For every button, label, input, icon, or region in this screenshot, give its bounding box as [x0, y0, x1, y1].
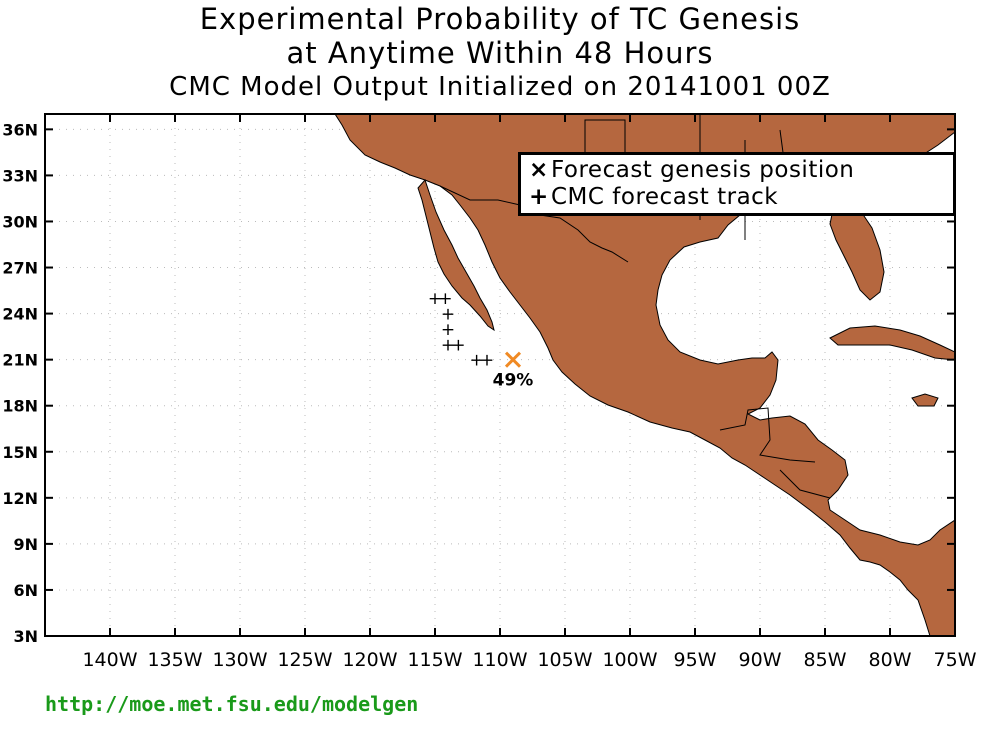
track-point: +: [469, 351, 483, 371]
land-baja-california: [417, 179, 495, 332]
lon-tick-label: 115W: [407, 649, 462, 671]
lat-tick-label: 36N: [2, 120, 38, 139]
lat-tick-label: 6N: [13, 581, 38, 600]
legend-row-track: +CMC forecast track: [529, 184, 778, 210]
genesis-marker: 49%: [493, 351, 534, 391]
land-mainland: [334, 114, 955, 636]
legend-track-label: CMC forecast track: [551, 184, 779, 210]
track-point: +: [441, 320, 455, 340]
lon-tick-label: 95W: [674, 649, 717, 671]
legend-genesis-symbol: ×: [529, 157, 549, 183]
track-point: +: [441, 335, 455, 355]
lon-tick-label: 75W: [934, 649, 977, 671]
title-line-3: CMC Model Output Initialized on 20141001…: [169, 72, 831, 102]
track-point: +: [441, 305, 455, 325]
title-line-2: at Anytime Within 48 Hours: [286, 36, 714, 70]
legend-row-genesis: ×Forecast genesis position: [529, 157, 854, 183]
title-line-1: Experimental Probability of TC Genesis: [199, 2, 801, 36]
lat-tick-label: 15N: [2, 443, 38, 462]
lat-tick-label: 12N: [2, 489, 38, 508]
lon-tick-label: 80W: [869, 649, 912, 671]
legend-genesis-label: Forecast genesis position: [551, 157, 855, 183]
lon-tick-label: 125W: [277, 649, 332, 671]
lat-tick-label: 18N: [2, 397, 38, 416]
legend: ×Forecast genesis position +CMC forecast…: [518, 152, 956, 216]
genesis-x: [504, 351, 522, 368]
lat-tick-label: 33N: [2, 166, 38, 185]
track-point: +: [438, 289, 452, 309]
lat-tick-label: 9N: [13, 535, 38, 554]
lon-tick-label: 100W: [602, 649, 657, 671]
lat-tick-label: 21N: [2, 351, 38, 370]
source-url[interactable]: http://moe.met.fsu.edu/modelgen: [45, 692, 419, 716]
lon-tick-label: 105W: [537, 649, 592, 671]
lon-tick-label: 85W: [804, 649, 847, 671]
border-central-america: [719, 407, 831, 499]
genesis-probability-label: 49%: [493, 371, 534, 391]
lon-tick-label: 140W: [82, 649, 137, 671]
land-cuba: [829, 325, 955, 361]
lat-tick-label: 27N: [2, 259, 38, 278]
lon-tick-label: 130W: [212, 649, 267, 671]
border-us-mexico: [439, 185, 629, 263]
lon-tick-label: 120W: [342, 649, 397, 671]
lon-tick-label: 110W: [472, 649, 527, 671]
track-point: +: [480, 351, 494, 371]
land-layer: [334, 114, 955, 636]
lat-tick-label: 3N: [13, 627, 38, 646]
lat-tick-label: 24N: [2, 305, 38, 324]
lon-tick-label: 90W: [739, 649, 782, 671]
land-jamaica: [911, 393, 939, 407]
track-point: +: [428, 289, 442, 309]
lat-tick-label: 30N: [2, 212, 38, 231]
track-point: +: [451, 335, 465, 355]
legend-track-symbol: +: [529, 184, 549, 210]
lon-tick-label: 135W: [147, 649, 202, 671]
axis-ticks: 3N 6N 9N 12N 15N 18N 21N 24N 27N 30N 33N 36N 140W 135…: [2, 114, 977, 671]
forecast-track: ++++++++: [428, 289, 494, 370]
land-florida: [829, 199, 885, 301]
